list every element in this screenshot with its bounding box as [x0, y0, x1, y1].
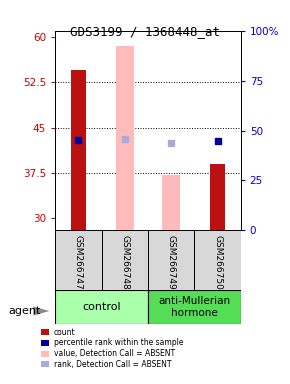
Text: value, Detection Call = ABSENT: value, Detection Call = ABSENT: [54, 349, 175, 358]
Text: percentile rank within the sample: percentile rank within the sample: [54, 338, 183, 348]
Text: count: count: [54, 328, 75, 337]
Text: GDS3199 / 1368448_at: GDS3199 / 1368448_at: [70, 25, 220, 38]
Bar: [71, 70, 86, 230]
Text: control: control: [82, 302, 121, 312]
Text: rank, Detection Call = ABSENT: rank, Detection Call = ABSENT: [54, 360, 171, 369]
Text: GSM266748: GSM266748: [120, 235, 129, 290]
Bar: [116, 46, 133, 230]
Bar: [148, 230, 194, 290]
Bar: [210, 164, 225, 230]
Bar: [55, 230, 102, 290]
Bar: [102, 230, 148, 290]
Polygon shape: [33, 306, 49, 316]
Text: anti-Mullerian
hormone: anti-Mullerian hormone: [158, 296, 230, 318]
Bar: [148, 290, 241, 324]
Bar: [194, 230, 241, 290]
Text: GSM266750: GSM266750: [213, 235, 222, 290]
Bar: [55, 290, 148, 324]
Text: GSM266749: GSM266749: [166, 235, 176, 290]
Text: GSM266747: GSM266747: [74, 235, 83, 290]
Bar: [162, 175, 180, 230]
Text: agent: agent: [9, 306, 41, 316]
